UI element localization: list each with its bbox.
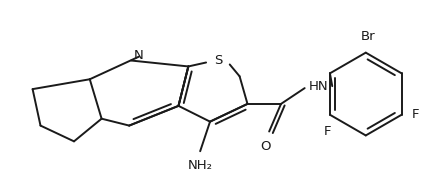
Text: F: F bbox=[411, 108, 419, 121]
Text: Br: Br bbox=[360, 30, 375, 43]
Text: F: F bbox=[324, 125, 332, 138]
Text: S: S bbox=[214, 54, 222, 67]
Text: N: N bbox=[134, 49, 144, 62]
Text: NH₂: NH₂ bbox=[188, 159, 213, 172]
Text: O: O bbox=[260, 140, 271, 153]
Text: HN: HN bbox=[309, 80, 328, 93]
